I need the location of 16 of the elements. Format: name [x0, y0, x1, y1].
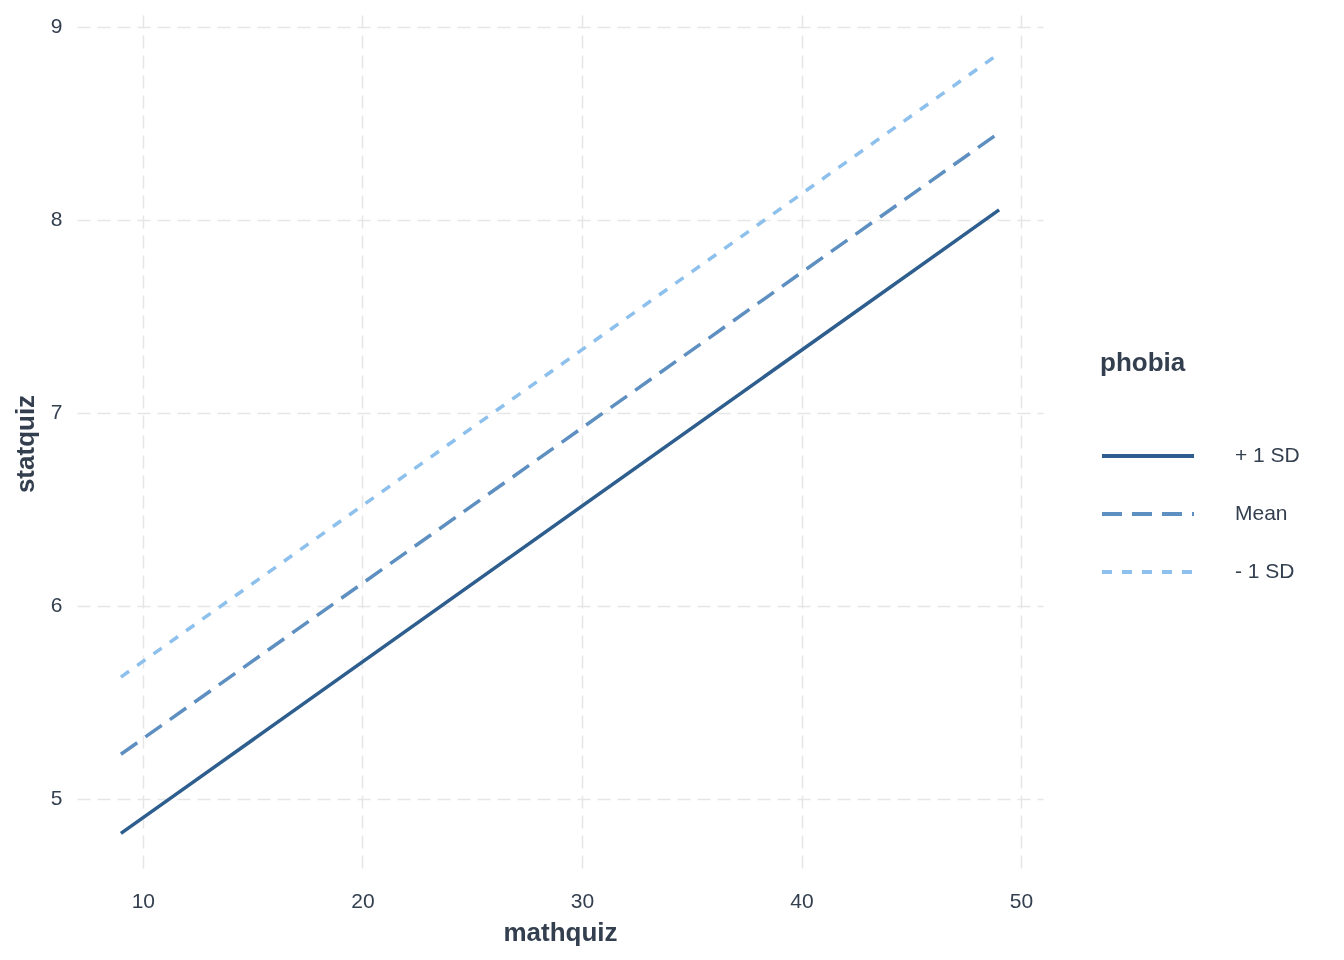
x-tick-label: 30	[570, 888, 595, 912]
x-tick-label: 20	[351, 888, 375, 912]
x-tick-label: 50	[1009, 888, 1034, 912]
y-tick-label: 9	[50, 14, 63, 38]
x-tick-label: 40	[790, 888, 814, 912]
y-axis-title: statquiz	[9, 394, 40, 494]
legend-label: - 1 SD	[1235, 559, 1295, 582]
legend-label: Mean	[1235, 501, 1288, 524]
x-tick-label: 10	[131, 888, 156, 912]
y-tick-label: 7	[50, 400, 63, 424]
y-tick-label: 6	[50, 593, 63, 617]
legend-label: + 1 SD	[1235, 443, 1300, 466]
y-tick-label: 8	[50, 207, 63, 231]
legend-title: phobia	[1100, 347, 1186, 377]
y-tick-label: 5	[50, 786, 63, 810]
x-axis-title: mathquiz	[503, 916, 618, 947]
